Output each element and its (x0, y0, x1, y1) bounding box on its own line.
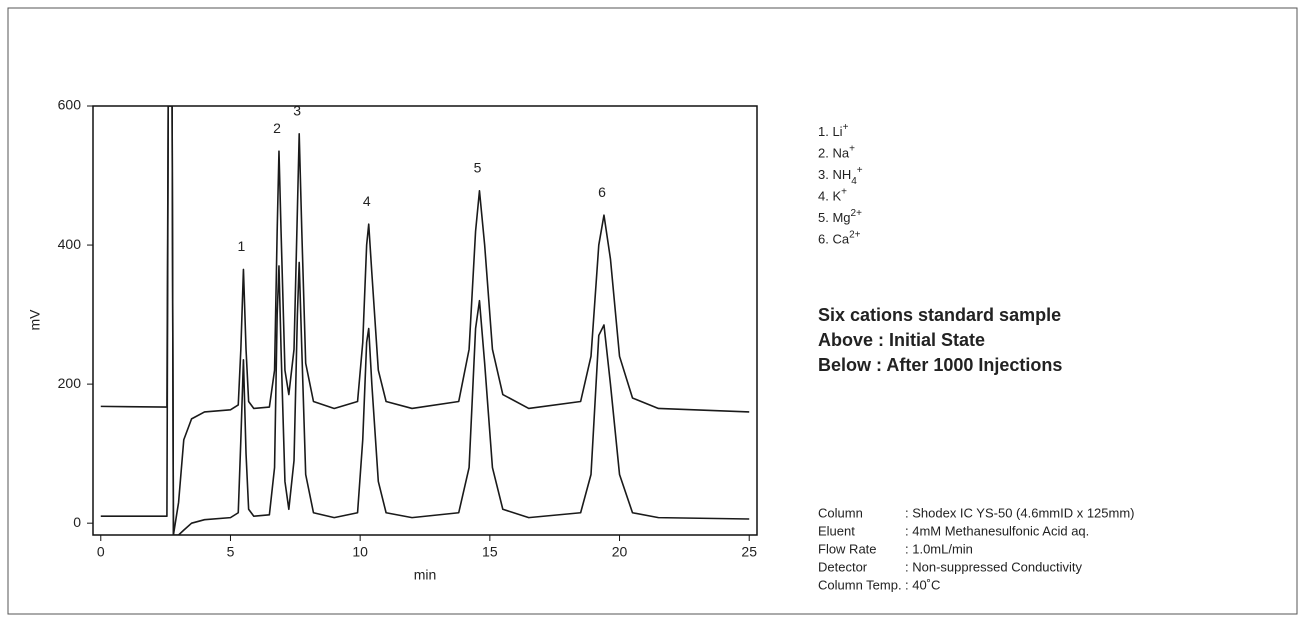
condition-value: : 4mM Methanesulfonic Acid aq. (905, 523, 1089, 538)
y-tick-label: 200 (58, 375, 82, 391)
ion-name: 5. Mg (818, 210, 851, 225)
peak-label: 3 (293, 103, 301, 119)
x-tick-label: 25 (741, 544, 757, 560)
traces (100, 106, 750, 535)
ion-subscript: 4 (851, 176, 857, 187)
plot-frame (92, 105, 758, 536)
x-tick-label: 10 (352, 544, 368, 560)
ion-charge: + (843, 122, 849, 133)
description: Six cations standard sample (818, 305, 1061, 325)
trace (100, 106, 750, 535)
ion-legend: 3. NH4+ (818, 165, 863, 187)
x-tick-label: 5 (227, 544, 235, 560)
description: Above : Initial State (818, 330, 985, 350)
peak-label: 5 (474, 160, 482, 176)
ion-charge: + (841, 186, 847, 197)
ion-name: 2. Na (818, 146, 850, 161)
condition-value: : 40˚C (905, 577, 940, 592)
peak-label: 6 (598, 184, 606, 200)
page-border (7, 7, 1298, 615)
trace (100, 106, 750, 535)
x-tick-label: 20 (612, 544, 628, 560)
ion-legend: 4. K+ (818, 186, 847, 204)
y-axis-label: mV (27, 309, 43, 331)
y-tick-label: 600 (58, 97, 82, 113)
condition-value: : Non-suppressed Conductivity (905, 559, 1083, 574)
ion-charge: 2+ (851, 208, 863, 219)
peak-label: 4 (363, 193, 371, 209)
peak-label: 1 (238, 238, 246, 254)
ion-name: 4. K (818, 189, 841, 204)
condition-value: : Shodex IC YS-50 (4.6mmID x 125mm) (905, 505, 1135, 520)
ion-legend: 6. Ca2+ (818, 229, 861, 247)
ion-name: 3. NH (818, 167, 851, 182)
condition-label: Detector (818, 559, 868, 574)
peak-label: 2 (273, 120, 281, 136)
y-tick-label: 0 (73, 514, 81, 530)
ion-charge: + (849, 143, 855, 154)
x-tick-label: 0 (97, 544, 105, 560)
ion-charge: + (857, 165, 863, 176)
ion-legend: 2. Na+ (818, 143, 855, 161)
ion-legend: 5. Mg2+ (818, 208, 862, 226)
description: Below : After 1000 Injections (818, 355, 1062, 375)
condition-label: Column Temp. (818, 577, 902, 592)
y-tick-label: 400 (58, 236, 82, 252)
ion-charge: 2+ (849, 229, 861, 240)
condition-label: Column (818, 505, 863, 520)
condition-value: : 1.0mL/min (905, 541, 973, 556)
ion-legend: 1. Li+ (818, 122, 849, 140)
ion-name: 6. Ca (818, 232, 850, 247)
x-tick-label: 15 (482, 544, 498, 560)
condition-label: Eluent (818, 523, 855, 538)
condition-label: Flow Rate (818, 541, 877, 556)
x-axis-label: min (414, 567, 437, 583)
ion-name: 1. Li (818, 124, 843, 139)
